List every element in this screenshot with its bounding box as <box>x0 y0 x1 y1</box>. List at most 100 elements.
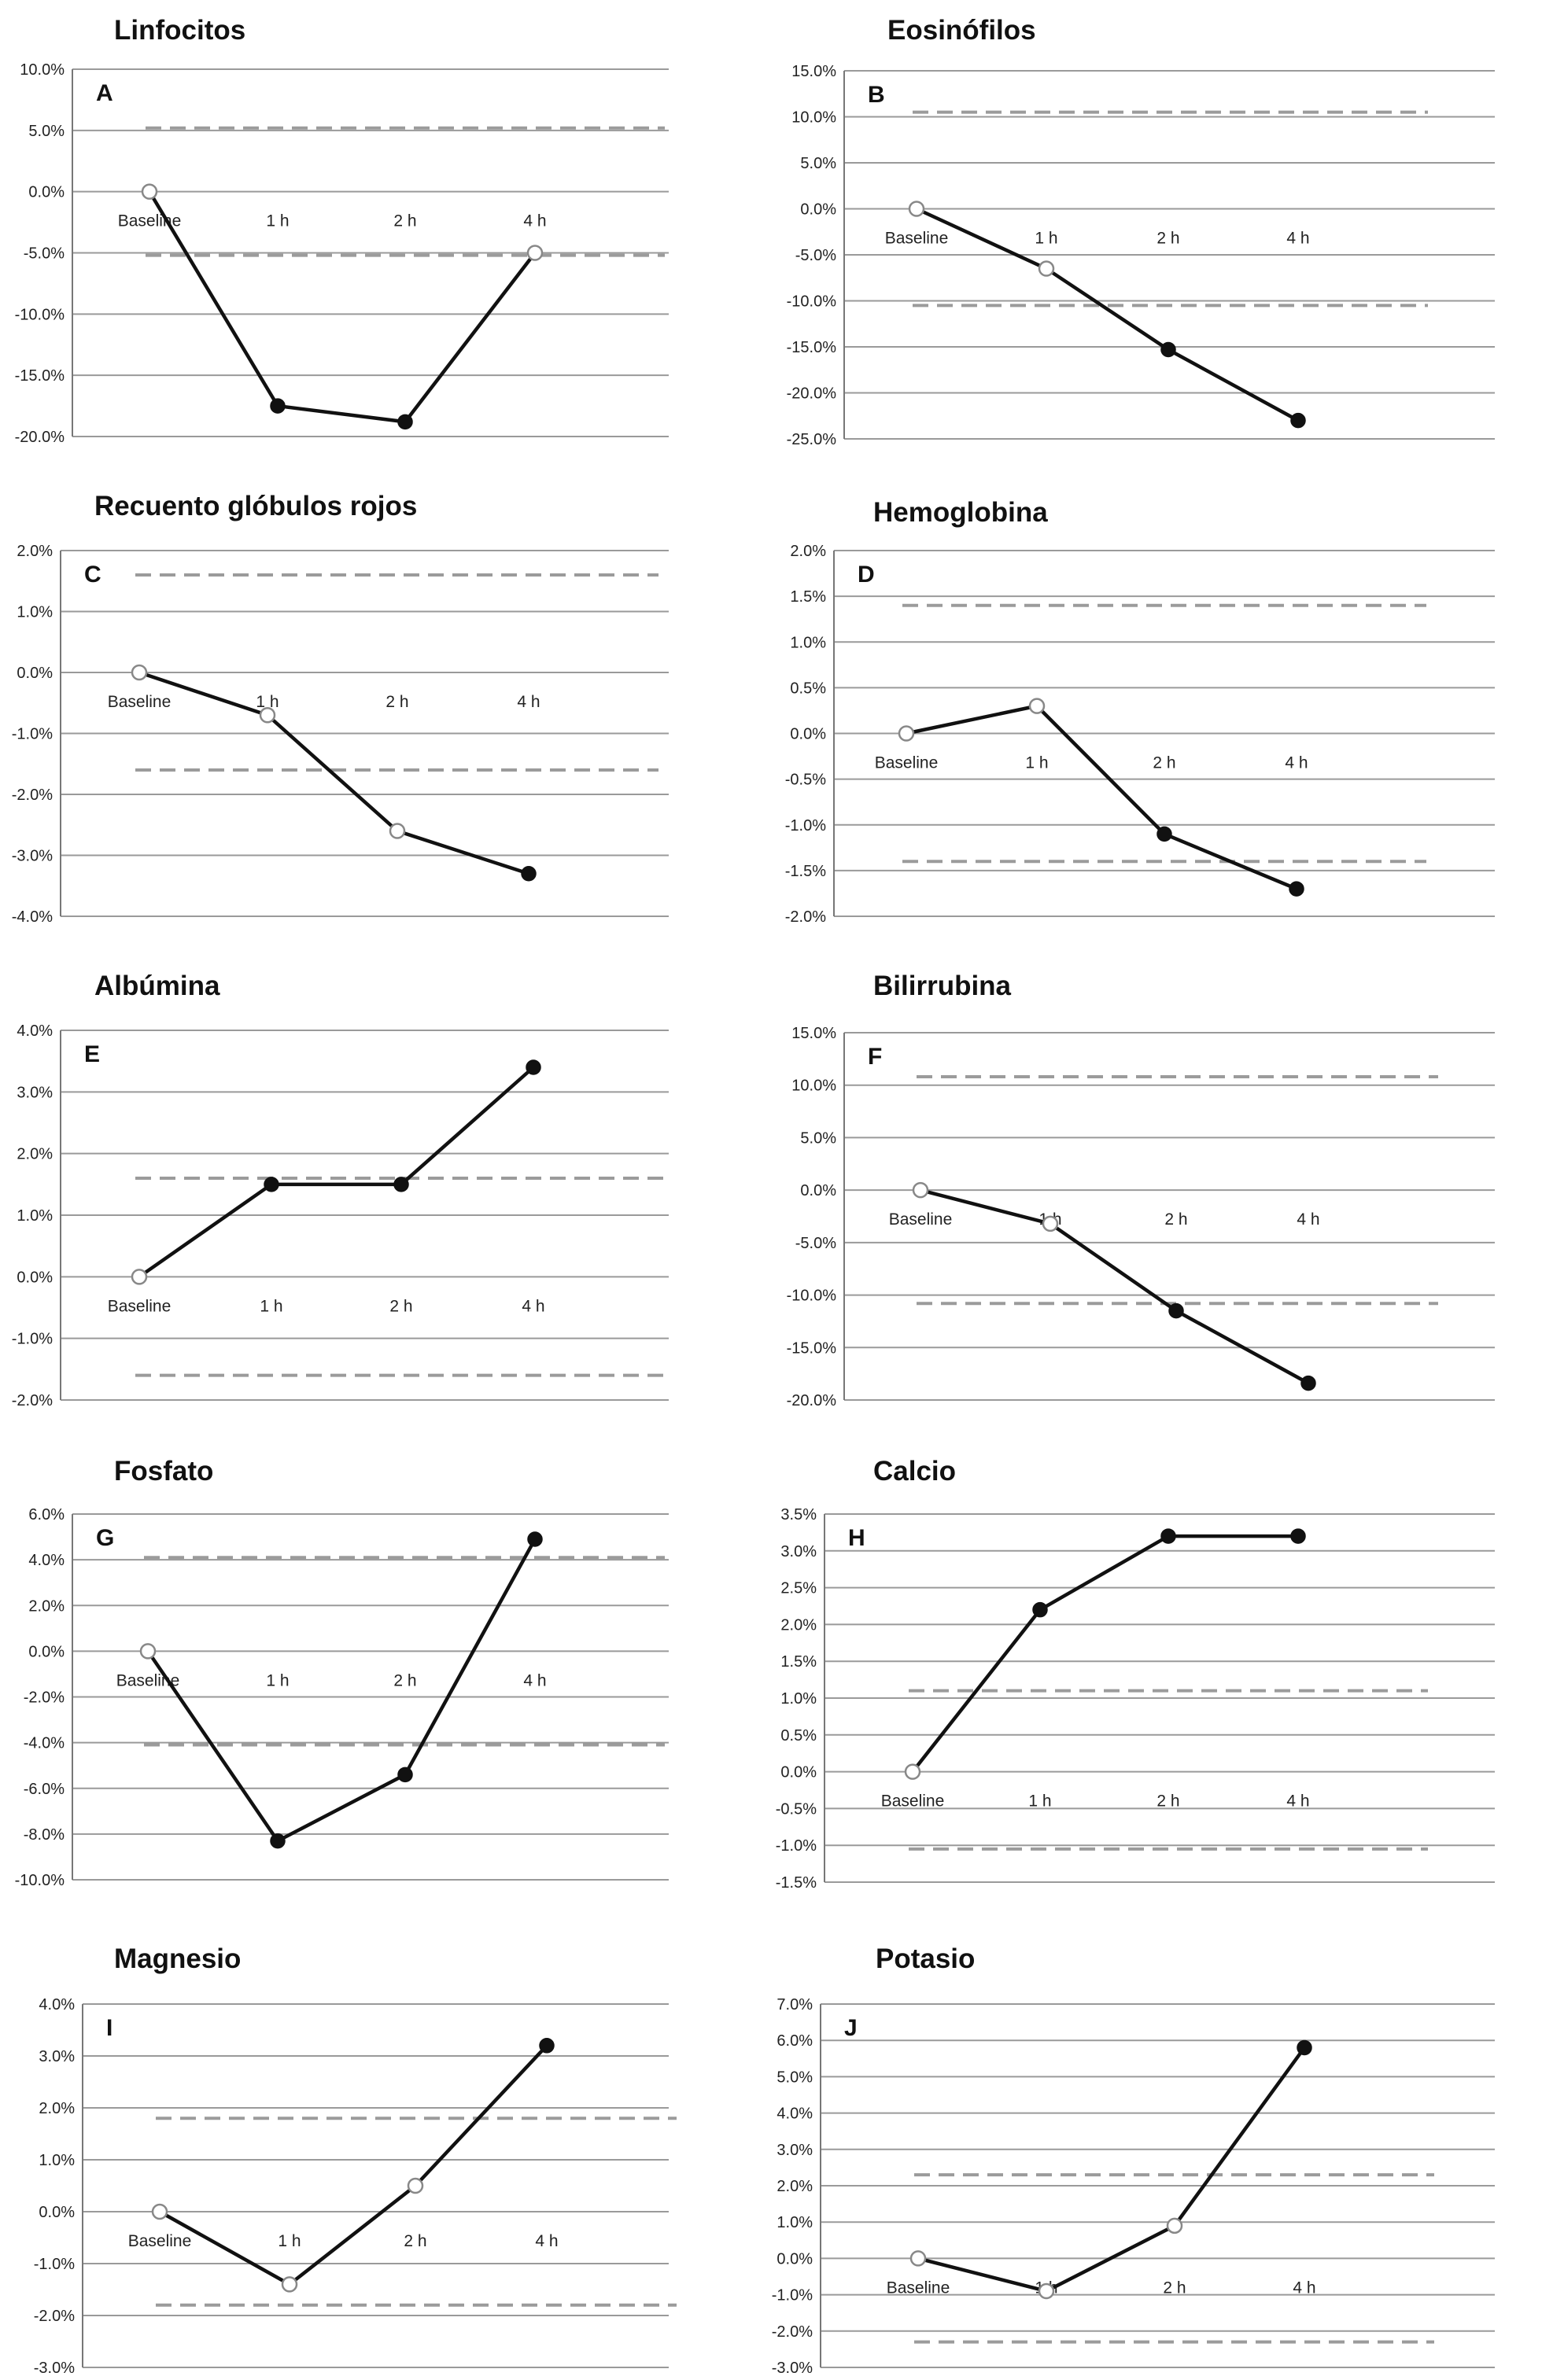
chart-panel-i: Magnesio I 4.0% 3.0% 2.0% 1.0% 0.0% -1.0% -2.0% -… <box>34 1943 677 2377</box>
data-point <box>270 398 286 414</box>
y-tick-label: 6.0% <box>28 1506 65 1523</box>
y-tick-label: 0.0% <box>800 201 836 219</box>
data-point <box>389 823 406 839</box>
data-point <box>397 414 413 430</box>
x-tick-label: 4 h <box>1285 754 1308 772</box>
y-tick-label: 5.0% <box>800 1129 836 1147</box>
chart-panel-a: Linfocitos A 10.0% 5.0% 0.0% -5.0% -10.0% -15.0… <box>15 15 669 446</box>
series-line <box>138 670 529 875</box>
data-point <box>908 201 925 217</box>
data-point <box>1038 260 1055 277</box>
panel-letter: F <box>868 1044 882 1070</box>
data-point <box>131 664 148 681</box>
data-point <box>151 2203 168 2220</box>
x-tick-label: 2 h <box>404 2232 426 2250</box>
y-tick-label: -3.0% <box>772 2360 813 2377</box>
series-line <box>146 1538 537 1844</box>
y-tick-label: 0.0% <box>28 184 65 201</box>
panel-letter: G <box>96 1525 114 1551</box>
data-point <box>131 1269 148 1285</box>
data-point <box>393 1177 409 1192</box>
x-tick-label: Baseline <box>108 1297 172 1315</box>
y-tick-label: -10.0% <box>787 293 837 311</box>
x-tick-label: Baseline <box>881 1792 945 1811</box>
x-tick-label: 2 h <box>389 1297 412 1315</box>
y-tick-label: -1.5% <box>785 863 826 880</box>
data-point <box>898 725 915 742</box>
chart-panel-j: Potasio J 7.0% 6.0% 5.0% 4.0% 3.0% 2.0% 1.0% 0.0%… <box>772 1943 1495 2377</box>
chart-title: Linfocitos <box>114 15 245 46</box>
y-tick-label: -1.0% <box>772 2287 813 2304</box>
x-tick-label: 2 h <box>1164 1210 1187 1229</box>
panel-letter: H <box>848 1525 865 1551</box>
y-tick-label: -20.0% <box>15 429 65 446</box>
data-point <box>1300 1375 1316 1391</box>
data-point <box>521 866 537 882</box>
y-tick-label: 0.0% <box>28 1643 65 1660</box>
data-point <box>1160 341 1176 358</box>
y-tick-label: -1.5% <box>776 1874 817 1892</box>
data-point <box>539 2038 555 2054</box>
y-tick-label: 10.0% <box>791 1078 836 1095</box>
data-point <box>904 1763 921 1780</box>
data-point <box>1156 826 1172 842</box>
y-tick-label: 4.0% <box>28 1552 65 1569</box>
data-point <box>1032 1601 1048 1618</box>
y-tick-label: -0.5% <box>785 772 826 789</box>
y-tick-label: 2.0% <box>39 2100 75 2117</box>
y-tick-label: 2.5% <box>780 1580 817 1597</box>
x-tick-label: 2 h <box>1156 230 1179 248</box>
y-tick-label: 3.0% <box>17 1084 53 1101</box>
y-tick-label: 2.0% <box>17 1146 53 1163</box>
y-tick-label: 6.0% <box>777 2032 813 2050</box>
y-tick-label: 0.0% <box>777 2250 813 2268</box>
y-tick-label: 0.0% <box>790 726 826 743</box>
y-tick-label: -5.0% <box>24 245 65 263</box>
chart-title: Hemoglobina <box>873 497 1048 528</box>
series-line <box>148 190 537 424</box>
data-point <box>1038 2282 1055 2300</box>
panel-letter: B <box>868 82 885 108</box>
y-tick-label: 2.0% <box>17 543 53 560</box>
y-tick-label: 0.0% <box>780 1764 817 1781</box>
data-point <box>1168 1302 1184 1319</box>
y-tick-label: -1.0% <box>12 1331 53 1348</box>
y-tick-label: 1.0% <box>790 634 826 651</box>
y-tick-label: 1.0% <box>17 1207 53 1225</box>
x-tick-label: Baseline <box>885 230 949 248</box>
series-line <box>906 704 1297 891</box>
y-tick-label: 3.0% <box>39 2048 75 2065</box>
chart-title: Recuento glóbulos rojos <box>94 491 417 521</box>
data-point <box>139 1643 157 1660</box>
y-tick-label: 4.0% <box>17 1022 53 1040</box>
panel-letter: D <box>858 562 875 588</box>
chart-panel-h: Calcio H 3.5% 3.0% 2.5% 2.0% 1.5% 1.0% 0.5% 0.0% -… <box>776 1456 1495 1892</box>
panel-letter: J <box>844 2015 858 2041</box>
y-tick-label: -10.0% <box>787 1288 837 1305</box>
y-tick-label: 15.0% <box>791 63 836 80</box>
x-tick-label: Baseline <box>128 2232 192 2250</box>
y-tick-label: -4.0% <box>24 1735 65 1752</box>
y-tick-label: 0.0% <box>17 1269 53 1286</box>
chart-title: Calcio <box>873 1456 956 1487</box>
x-tick-label: Baseline <box>108 693 172 711</box>
y-tick-label: -10.0% <box>15 1872 65 1889</box>
data-point <box>1160 1528 1176 1544</box>
data-point <box>1289 881 1304 897</box>
x-tick-label: 1 h <box>260 1297 282 1315</box>
y-tick-label: 2.0% <box>777 2178 813 2195</box>
series-line <box>158 2044 548 2287</box>
x-tick-label: 1 h <box>1025 754 1048 772</box>
data-point <box>407 2177 424 2194</box>
y-tick-label: -2.0% <box>785 908 826 926</box>
chart-panel-d: Hemoglobina D 2.0% 1.5% 1.0% 0.5% 0.0% -0.5% -1.… <box>785 497 1495 926</box>
series-line <box>916 207 1300 422</box>
x-tick-label: 2 h <box>393 1671 416 1689</box>
y-tick-label: -10.0% <box>15 306 65 323</box>
chart-panel-e: Albúmina E 4.0% 3.0% 2.0% 1.0% 0.0% -1.0% -2.0% B… <box>12 971 669 1409</box>
data-point <box>527 1531 543 1547</box>
chart-title: Albúmina <box>94 971 220 1001</box>
chart-panel-g: Fosfato G 6.0% 4.0% 2.0% 0.0% -2.0% -4.0% -6.0% -… <box>15 1456 669 1889</box>
series-line <box>917 2047 1306 2293</box>
x-tick-label: 4 h <box>1286 230 1309 248</box>
